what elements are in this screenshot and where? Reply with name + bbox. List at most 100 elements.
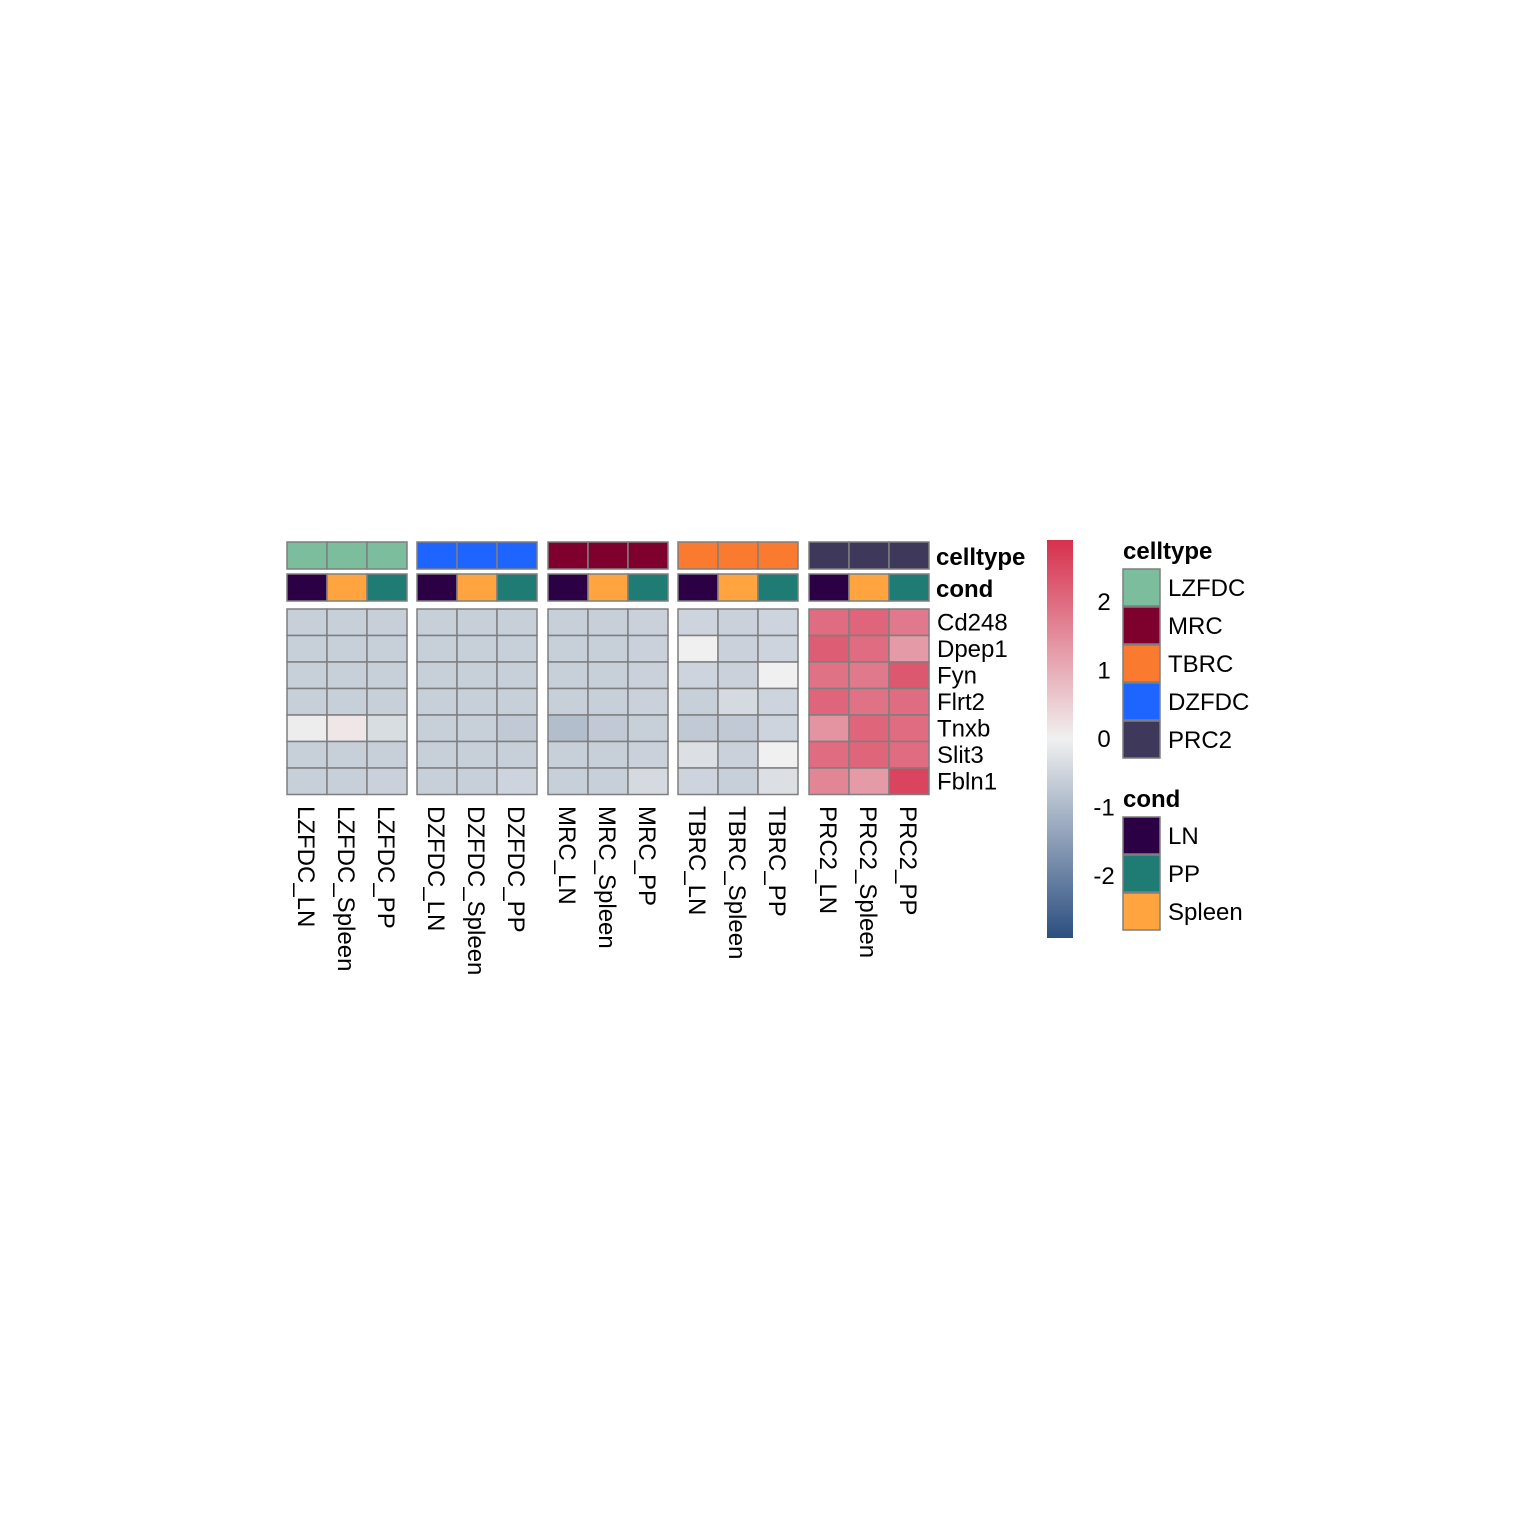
row-label: Fyn [937, 662, 977, 689]
heatmap-cell [286, 687, 328, 716]
annotation-cell-cond [366, 573, 408, 602]
colorbar-tick-label: -2 [1093, 863, 1114, 890]
colorbar-tick-label: 0 [1097, 726, 1110, 753]
heatmap-cell [326, 608, 368, 637]
annotation-cell-celltype [286, 541, 328, 570]
heatmap-cell [848, 661, 890, 690]
heatmap-cell [416, 661, 458, 690]
heatmap-cell [848, 714, 890, 743]
annotation-cell-cond [808, 573, 850, 602]
row-label: Tnxb [937, 715, 990, 742]
heatmap-cell [366, 740, 408, 769]
legend-cond: cond LN PP Spleen [1122, 786, 1243, 931]
legend-label-cond: Spleen [1168, 899, 1243, 926]
heatmap-cell [496, 634, 538, 663]
row-label: Fbln1 [937, 768, 997, 795]
annotation-cell-celltype [366, 541, 408, 570]
annotation-cell-cond [286, 573, 328, 602]
heatmap-cell [627, 608, 669, 637]
heatmap-cell [416, 714, 458, 743]
heatmap-cell [677, 687, 719, 716]
column-label: MRC_PP [633, 806, 660, 906]
heatmap-cell [848, 767, 890, 796]
heatmap-cell [326, 714, 368, 743]
heatmap-cell [547, 608, 589, 637]
heatmap-cell [677, 634, 719, 663]
heatmap-cell [627, 661, 669, 690]
heatmap-cell [808, 661, 850, 690]
colorbar-ticks: 2 1 0 -1 -2 [1093, 589, 1114, 890]
heatmap-cell [808, 634, 850, 663]
heatmap-cell [757, 634, 799, 663]
heatmap-cell [286, 714, 328, 743]
heatmap-cell [326, 687, 368, 716]
annotation-cell-celltype [416, 541, 458, 570]
heatmap-cell [587, 661, 629, 690]
annotation-cell-celltype [587, 541, 629, 570]
column-label: MRC_Spleen [593, 806, 620, 949]
heatmap-cell [627, 687, 669, 716]
heatmap-cell [717, 661, 759, 690]
annotation-cell-celltype [888, 541, 930, 570]
heatmap-cell [757, 661, 799, 690]
column-label: TBRC_LN [683, 806, 710, 915]
column-label: TBRC_Spleen [723, 806, 750, 959]
legend-celltype-items: LZFDC MRC TBRC DZFDC PRC2 [1122, 568, 1249, 759]
heatmap-cell [366, 714, 408, 743]
legend-celltype: celltype LZFDC MRC TBRC DZFDC PRC2 [1122, 538, 1249, 759]
heatmap-cell [547, 687, 589, 716]
heatmap-cell [677, 661, 719, 690]
annotation-cell-celltype [677, 541, 719, 570]
heatmap-cell [717, 740, 759, 769]
annotation-cell-cond [496, 573, 538, 602]
heatmap-cell [808, 687, 850, 716]
row-label: Slit3 [937, 742, 984, 769]
heatmap-cell [757, 687, 799, 716]
heatmap-cell [326, 767, 368, 796]
heatmap-cell [326, 661, 368, 690]
colorbar: 2 1 0 -1 -2 [1047, 540, 1115, 938]
legend-label-cond: PP [1168, 861, 1200, 888]
heatmap-cell [808, 608, 850, 637]
column-label: DZFDC_LN [422, 806, 449, 931]
row-label: Cd248 [937, 609, 1008, 636]
heatmap-cell [627, 634, 669, 663]
heatmap-cell [627, 714, 669, 743]
heatmap-cell [456, 687, 498, 716]
column-label: DZFDC_PP [502, 806, 529, 933]
heatmap-cell [496, 740, 538, 769]
heatmap-cell [416, 608, 458, 637]
heatmap-cell [456, 661, 498, 690]
heatmap-cell [286, 634, 328, 663]
heatmap-cells [286, 608, 930, 796]
legend-swatch-celltype [1122, 682, 1161, 721]
heatmap-cell [456, 740, 498, 769]
annotation-cell-celltype [717, 541, 759, 570]
heatmap-cell [547, 714, 589, 743]
heatmap-cell [587, 767, 629, 796]
legend-label-celltype: TBRC [1168, 651, 1233, 678]
legend-label-celltype: PRC2 [1168, 727, 1232, 754]
heatmap-cell [627, 767, 669, 796]
annotation-cell-cond [888, 573, 930, 602]
heatmap-cell [677, 740, 719, 769]
heatmap-cell [888, 634, 930, 663]
heatmap-cell [757, 608, 799, 637]
heatmap-cell [587, 608, 629, 637]
heatmap-cell [587, 634, 629, 663]
heatmap-cell [547, 634, 589, 663]
heatmap-cell [888, 608, 930, 637]
legend-swatch-celltype [1122, 644, 1161, 683]
annotation-cell-celltype [547, 541, 589, 570]
heatmap-cell [677, 608, 719, 637]
heatmap-cell [286, 767, 328, 796]
heatmap-cell [547, 767, 589, 796]
legend-swatch-celltype [1122, 568, 1161, 607]
heatmap-cell [416, 740, 458, 769]
heatmap-cell [286, 740, 328, 769]
heatmap-cell [416, 767, 458, 796]
annotation-cell-cond [627, 573, 669, 602]
legend-label-celltype: MRC [1168, 613, 1223, 640]
heatmap-cell [717, 714, 759, 743]
